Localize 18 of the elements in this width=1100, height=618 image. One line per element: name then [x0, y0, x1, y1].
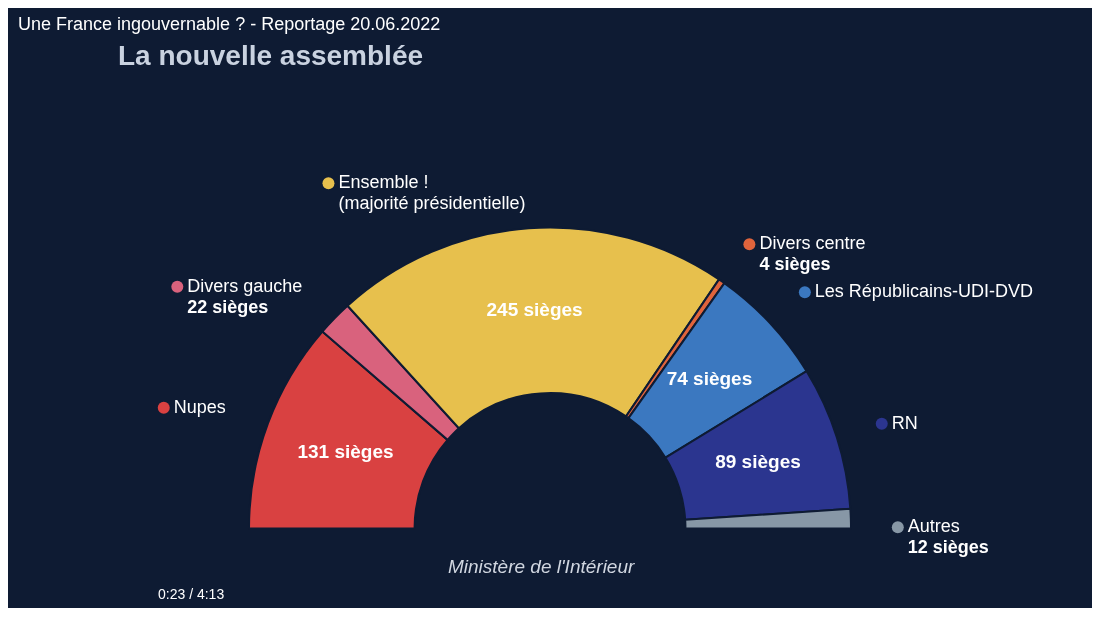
- legend-label: Autres: [907, 516, 960, 537]
- data-label: 131 sièges: [297, 440, 394, 462]
- chart-title: La nouvelle assemblée: [118, 40, 424, 72]
- text: Ministère de l'Intérieur: [448, 556, 635, 578]
- legend-label: RN: [891, 412, 918, 433]
- legend-label: Divers gauche: [187, 275, 303, 296]
- data-label: 245 sièges: [486, 299, 583, 321]
- data-label: 74 sièges: [666, 367, 753, 389]
- text: 0:23 / 4:13: [156, 584, 227, 604]
- legend-label: Divers centre: [759, 233, 866, 254]
- data-label: 89 sièges: [715, 450, 801, 472]
- data-label: 12 sièges: [907, 537, 989, 558]
- chart-subtitle: Une France ingouvernable ? - Reportage 20.06.2022: [18, 14, 441, 35]
- data-label: 4 sièges: [759, 254, 831, 275]
- legend-label: Nupes: [173, 396, 226, 417]
- legend-label: Les Républicains-UDI-DVD: [814, 281, 1033, 302]
- legend-label: Ensemble ! (majorité présidentielle): [338, 172, 526, 214]
- data-label: 22 sièges: [187, 296, 269, 317]
